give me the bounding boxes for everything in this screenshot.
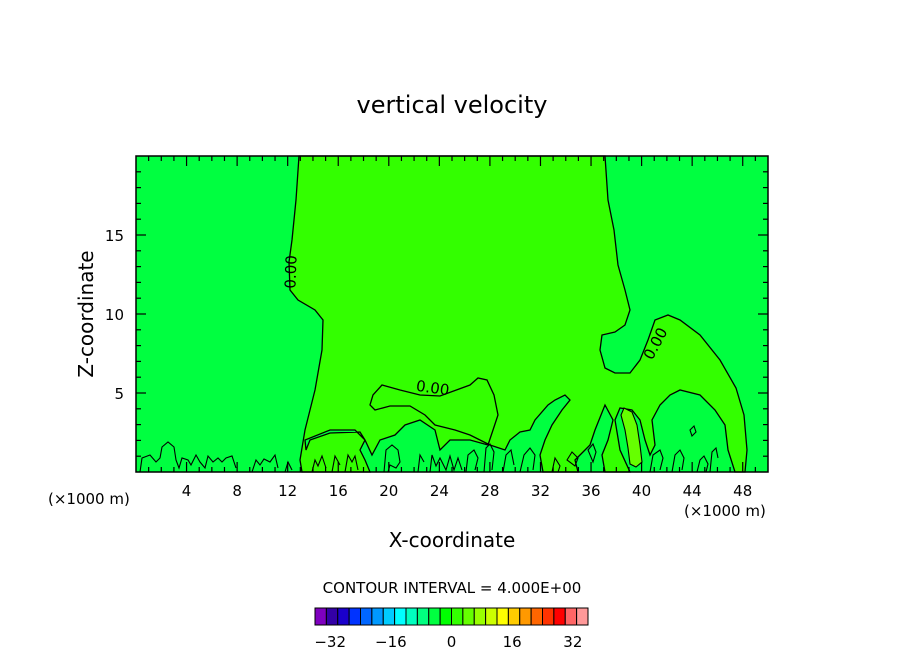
colorbar-swatch bbox=[394, 607, 407, 626]
colorbar-ticks: −32 −16 0 16 32 bbox=[314, 633, 582, 651]
colorbar-swatch bbox=[542, 607, 555, 626]
low-level-contours-right bbox=[502, 424, 719, 473]
x-tick-label: 20 bbox=[379, 482, 398, 500]
x-tick-label: 44 bbox=[683, 482, 702, 500]
colorbar-swatch bbox=[337, 607, 350, 626]
colorbar-swatch bbox=[507, 607, 521, 626]
plot-area: 0.00 0.00 0.00 bbox=[135, 155, 769, 473]
colorbar-swatch bbox=[485, 607, 498, 626]
colorbar-title: CONTOUR INTERVAL = 4.000E+00 bbox=[323, 579, 582, 597]
colorbar-tick-label: −32 bbox=[314, 633, 346, 651]
colorbar-swatch bbox=[519, 607, 532, 626]
contour-label: 0.00 bbox=[281, 255, 300, 289]
x-tick-label: 24 bbox=[430, 482, 449, 500]
colorbar-swatch bbox=[428, 607, 441, 626]
region-updraft-core bbox=[620, 407, 643, 468]
colorbar-swatch bbox=[382, 607, 396, 626]
colorbar-swatch bbox=[371, 607, 384, 626]
x-axis: 4 8 12 16 20 24 28 32 36 40 44 48 bbox=[148, 156, 756, 500]
y-axis-label: Z-coordinate bbox=[74, 250, 98, 377]
x-axis-label: X-coordinate bbox=[389, 528, 516, 552]
colorbar-swatch bbox=[564, 607, 578, 626]
y-tick-label: 5 bbox=[114, 385, 124, 403]
x-tick-label: 32 bbox=[531, 482, 550, 500]
colorbar-swatch bbox=[451, 607, 464, 626]
low-level-contours-middle bbox=[311, 443, 495, 473]
colorbar-swatch bbox=[416, 607, 430, 626]
contour-label: 0.00 bbox=[415, 377, 451, 399]
x-tick-label: 12 bbox=[278, 482, 297, 500]
x-tick-label: 48 bbox=[733, 482, 752, 500]
colorbar-tick-label: 16 bbox=[503, 633, 522, 651]
x-tick-label: 40 bbox=[632, 482, 651, 500]
colorbar-swatch bbox=[576, 607, 589, 626]
x-tick-label: 28 bbox=[480, 482, 499, 500]
colorbar-swatch bbox=[360, 607, 373, 626]
colorbar bbox=[314, 607, 589, 626]
colorbar-swatch bbox=[553, 607, 566, 626]
colorbar-swatch bbox=[530, 607, 543, 626]
colorbar-swatch bbox=[462, 607, 475, 626]
colorbar-tick-label: 32 bbox=[563, 633, 582, 651]
colorbar-swatch bbox=[473, 607, 487, 626]
colorbar-swatch bbox=[405, 607, 418, 626]
x-tick-label: 16 bbox=[329, 482, 348, 500]
colorbar-swatch bbox=[314, 607, 327, 626]
colorbar-swatch bbox=[325, 607, 339, 626]
y-tick-label: 15 bbox=[105, 227, 124, 245]
colorbar-tick-label: 0 bbox=[447, 633, 457, 651]
colorbar-swatch bbox=[439, 607, 452, 626]
x-tick-label: 8 bbox=[232, 482, 242, 500]
region-positive bbox=[288, 155, 748, 473]
x-tick-label: 4 bbox=[182, 482, 192, 500]
x-axis-units-right: (×1000 m) bbox=[684, 502, 766, 520]
chart-title: vertical velocity bbox=[357, 91, 548, 119]
x-axis-units-left: (×1000 m) bbox=[48, 490, 130, 508]
y-axis: 5 10 15 bbox=[105, 171, 768, 457]
colorbar-swatch bbox=[348, 607, 361, 626]
colorbar-swatch bbox=[496, 607, 509, 626]
y-tick-label: 10 bbox=[105, 306, 124, 324]
colorbar-tick-label: −16 bbox=[375, 633, 407, 651]
x-tick-label: 36 bbox=[581, 482, 600, 500]
